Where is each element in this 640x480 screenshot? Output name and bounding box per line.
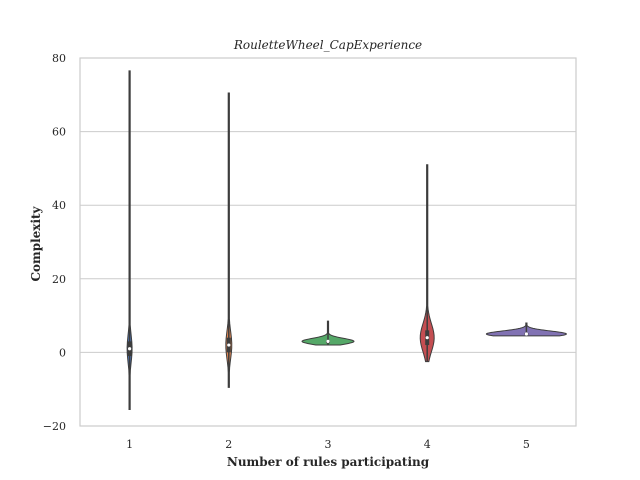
y-tick-label: 20 (52, 273, 66, 286)
violins (126, 70, 567, 410)
y-tick-label: −20 (43, 420, 66, 433)
y-axis-label: Complexity (29, 205, 43, 281)
x-tick-label: 2 (225, 438, 232, 451)
violin-median-4 (425, 336, 429, 340)
x-tick-label: 1 (126, 438, 133, 451)
violin-median-3 (326, 339, 330, 343)
violin-median-2 (227, 343, 231, 347)
plot-frame (79, 57, 577, 427)
violin-median-1 (128, 347, 132, 351)
y-tick-label: 80 (52, 52, 66, 65)
violin-median-5 (524, 332, 529, 336)
x-tick-label: 4 (424, 438, 431, 451)
grid-lines (80, 57, 576, 427)
y-tick-label: 60 (52, 126, 66, 139)
x-axis-label: Number of rules participating (227, 455, 430, 469)
x-tick-labels: 1 2 3 4 5 (126, 438, 530, 451)
y-tick-label: 40 (52, 199, 66, 212)
x-tick-label: 5 (523, 438, 530, 451)
y-tick-label: 0 (59, 346, 66, 359)
x-tick-label: 3 (325, 438, 332, 451)
chart-title: RouletteWheel_CapExperience (233, 38, 422, 52)
y-tick-labels: −20 0 20 40 60 80 (43, 52, 66, 433)
